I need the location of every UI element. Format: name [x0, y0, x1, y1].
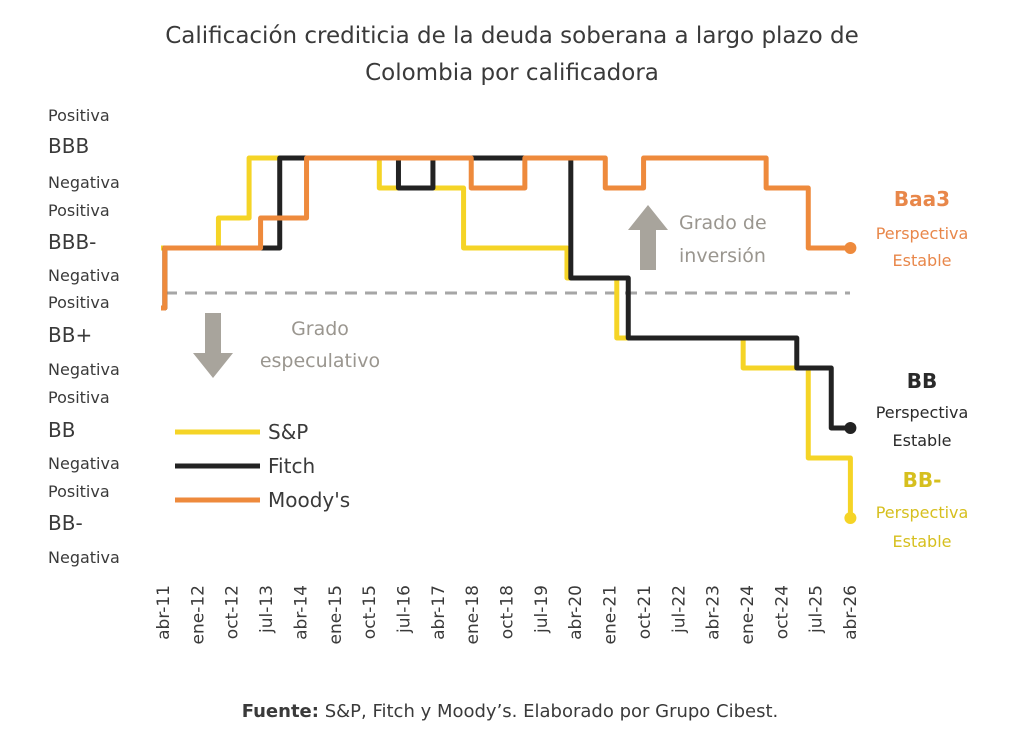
chart-title-line-1: Calificación crediticia de la deuda sobe…: [165, 23, 858, 49]
y-tick-label: Negativa: [48, 173, 120, 192]
x-tick-label: abr-20: [566, 585, 586, 640]
y-tick-label: BBB-: [48, 230, 96, 254]
speculative-grade-annotation: Grado especulativo: [193, 313, 380, 378]
legend-label: S&P: [268, 420, 308, 444]
x-tick-label: oct-12: [223, 585, 243, 639]
x-tick-label: ene-21: [601, 585, 621, 644]
x-tick-label: oct-18: [498, 585, 518, 639]
y-tick-label: Negativa: [48, 360, 120, 379]
y-tick-label: BBB: [48, 134, 89, 158]
speculative-grade-label-1: Grado: [291, 318, 349, 340]
end-label-outlook-value: Estable: [893, 251, 952, 270]
series-line-moodys: [161, 155, 851, 311]
y-tick-label: BB-: [48, 511, 83, 535]
x-tick-label: ene-12: [188, 585, 208, 644]
end-label-rating: BB-: [903, 468, 942, 492]
y-tick-label: Positiva: [48, 201, 110, 220]
speculative-grade-label-2: especulativo: [260, 350, 380, 372]
y-tick-label: Positiva: [48, 388, 110, 407]
y-tick-label: Positiva: [48, 482, 110, 501]
x-tick-label: oct-15: [360, 585, 380, 639]
y-tick-label: BB: [48, 418, 75, 442]
end-labels: BB- Perspectiva Estable BB Perspectiva Establ…: [876, 187, 969, 551]
y-tick-label: BB+: [48, 323, 92, 347]
investment-grade-label-1: Grado de: [679, 212, 767, 234]
end-label-outlook: Perspectiva: [876, 403, 969, 422]
y-tick-label: Positiva: [48, 106, 110, 125]
end-label-outlook: Perspectiva: [876, 503, 969, 522]
footer-source: Fuente: S&P, Fitch y Moody’s. Elaborado …: [242, 701, 779, 722]
x-tick-label: oct-21: [635, 585, 655, 639]
investment-grade-annotation: Grado de inversión: [628, 205, 767, 270]
x-tick-label: jul-22: [669, 585, 689, 634]
series-lines: [161, 155, 857, 524]
end-label-outlook: Perspectiva: [876, 224, 969, 243]
y-tick-label: Positiva: [48, 293, 110, 312]
x-tick-label: ene-15: [326, 585, 346, 644]
y-tick-label: Negativa: [48, 454, 120, 473]
arrow-down-icon: [193, 313, 233, 378]
x-tick-label: jul-16: [394, 585, 414, 634]
x-tick-label: abr-14: [291, 585, 311, 640]
y-tick-label: Negativa: [48, 548, 120, 567]
arrow-up-icon: [628, 205, 668, 270]
x-tick-label: abr-17: [429, 585, 449, 640]
x-tick-label: oct-24: [772, 585, 792, 639]
end-label-outlook-value: Estable: [893, 431, 952, 450]
x-tick-label: ene-18: [463, 585, 483, 644]
legend-label: Fitch: [268, 454, 315, 478]
x-tick-label: jul-19: [532, 585, 552, 634]
x-tick-label: abr-26: [841, 585, 861, 640]
x-tick-label: jul-13: [257, 585, 277, 634]
footer-source-text: S&P, Fitch y Moody’s. Elaborado por Grup…: [319, 701, 778, 722]
legend: S&P Fitch Moody's: [175, 420, 350, 512]
end-label-rating: BB: [907, 369, 938, 393]
end-label-outlook-value: Estable: [893, 532, 952, 551]
series-end-point: [844, 422, 857, 434]
series-end-point: [844, 242, 857, 254]
x-tick-label: jul-25: [807, 585, 827, 634]
footer-source-label: Fuente:: [242, 701, 319, 722]
chart-title-line-2: Colombia por calificadora: [365, 60, 659, 86]
x-tick-label: ene-24: [738, 585, 758, 644]
y-tick-label: Negativa: [48, 266, 120, 285]
legend-label: Moody's: [268, 488, 350, 512]
series-end-point: [844, 512, 857, 524]
y-axis-labels: Positiva BBB Negativa Positiva BBB- Negativa P…: [48, 106, 120, 567]
x-tick-label: abr-11: [154, 585, 174, 640]
end-label-rating: Baa3: [894, 187, 950, 211]
investment-grade-label-2: inversión: [679, 245, 766, 267]
x-axis-labels: abr-11 ene-12 oct-12 jul-13 abr-14 ene-15 oct-…: [154, 585, 861, 644]
x-tick-label: abr-23: [704, 585, 724, 640]
